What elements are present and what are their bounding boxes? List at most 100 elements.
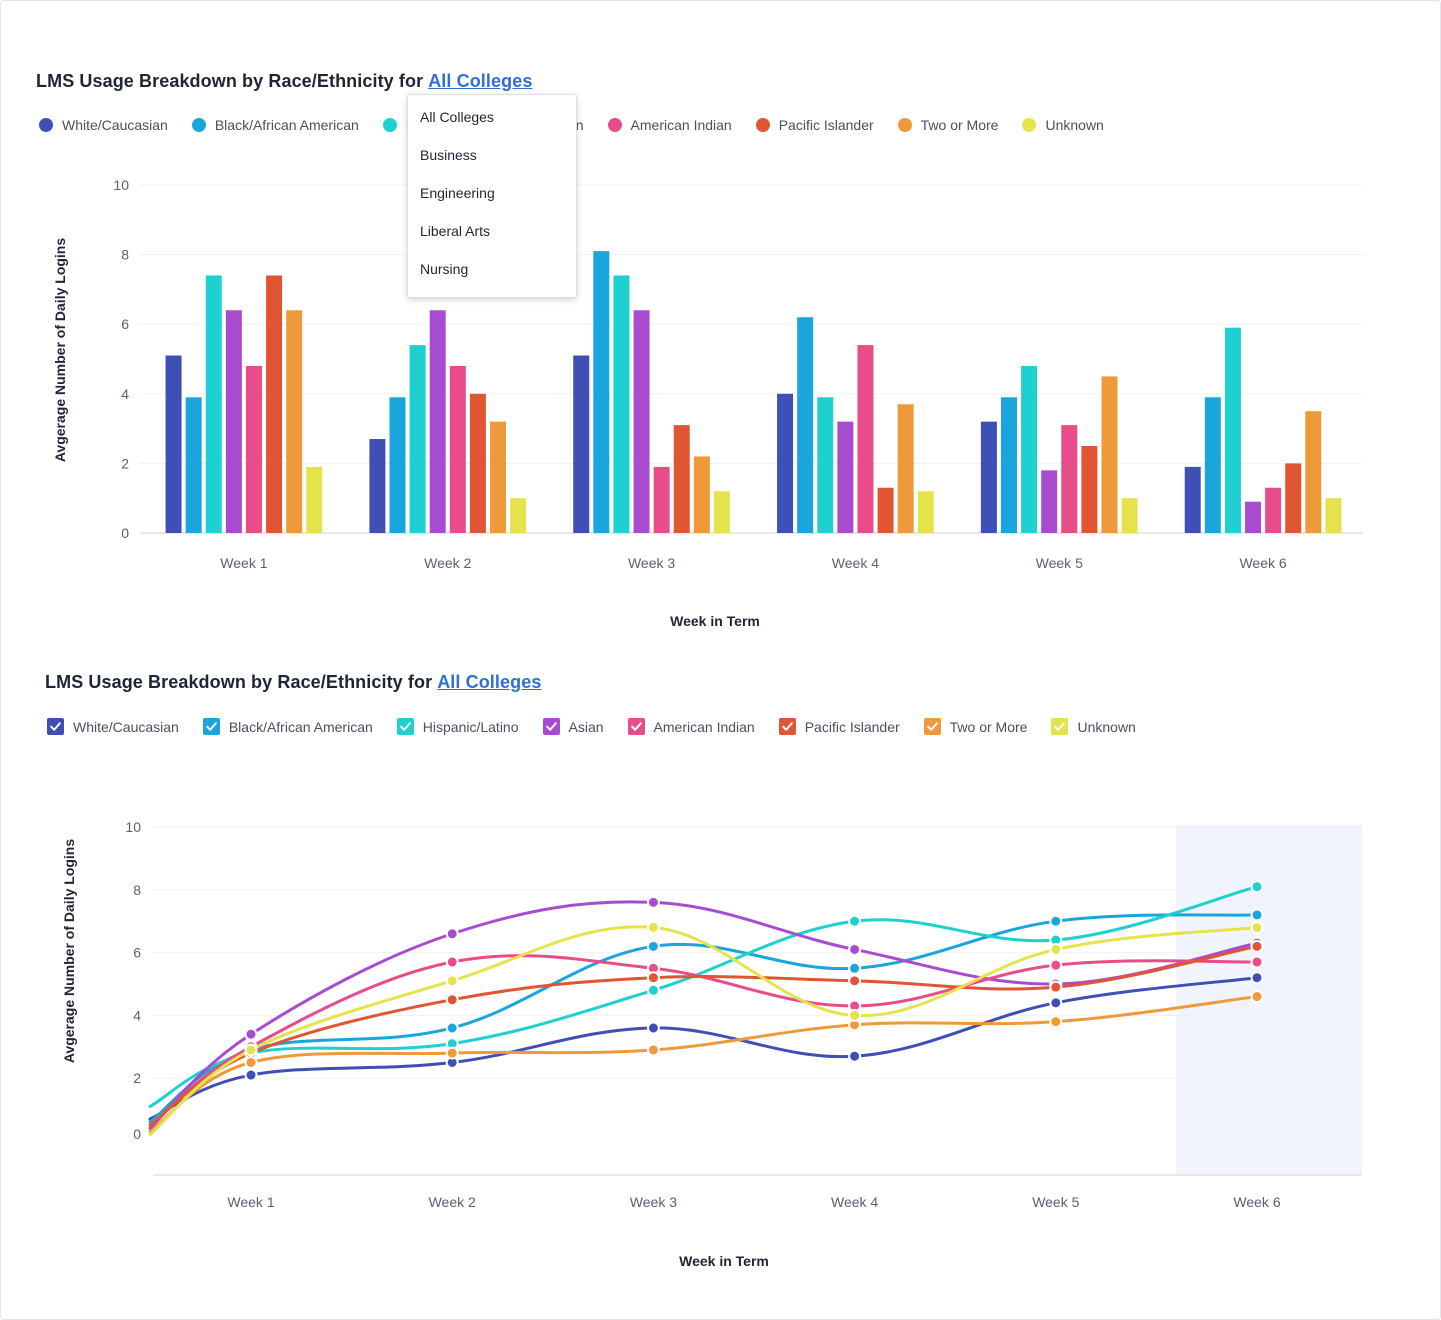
college-selector-link-2[interactable]: All Colleges [437,672,542,692]
checkbox-checked-icon[interactable] [778,718,796,735]
bar-american-indian-week-3[interactable] [653,466,670,533]
bar-white-caucasian-week-6[interactable] [1184,466,1201,533]
point-pacific-islander-week-3[interactable] [646,971,660,985]
point-two-or-more-week-1[interactable] [244,1056,258,1069]
point-black-african-american-week-6[interactable] [1250,908,1264,922]
bar-american-indian-week-1[interactable] [245,365,262,533]
bar-asian-week-4[interactable] [837,421,854,533]
point-american-indian-week-6[interactable] [1250,955,1264,969]
point-two-or-more-week-3[interactable] [646,1043,660,1057]
bar-american-indian-week-5[interactable] [1061,425,1078,533]
bar-hispanic-latino-week-3[interactable] [613,275,630,533]
checkbox-checked-icon[interactable] [396,718,414,735]
dropdown-option-business[interactable]: Business [420,147,477,163]
bar-american-indian-week-2[interactable] [449,365,466,533]
point-hispanic-latino-week-6[interactable] [1250,880,1264,894]
point-white-caucasian-week-5[interactable] [1049,996,1063,1010]
bar-american-indian-week-4[interactable] [857,345,874,533]
point-asian-week-2[interactable] [445,927,459,941]
legend-item-white-caucasian[interactable]: White/Caucasian [39,117,168,133]
legend-item-american-indian[interactable]: American Indian [607,117,732,133]
point-hispanic-latino-week-3[interactable] [646,983,660,997]
bar-pacific-islander-week-4[interactable] [877,487,894,533]
point-black-african-american-week-4[interactable] [848,961,862,975]
bar-white-caucasian-week-4[interactable] [777,393,794,533]
point-pacific-islander-week-2[interactable] [445,993,459,1007]
bar-pacific-islander-week-3[interactable] [673,425,690,533]
bar-pacific-islander-week-6[interactable] [1285,463,1302,533]
bar-hispanic-latino-week-5[interactable] [1021,365,1038,533]
bar-hispanic-latino-week-4[interactable] [817,397,834,533]
bar-two-or-more-week-6[interactable] [1305,411,1322,533]
bar-two-or-more-week-5[interactable] [1101,376,1118,533]
bar-two-or-more-week-2[interactable] [490,421,506,533]
point-black-african-american-week-3[interactable] [646,939,660,953]
bar-hispanic-latino-week-1[interactable] [205,275,222,533]
bar-white-caucasian-week-2[interactable] [369,439,386,533]
legend-item-unknown[interactable]: Unknown [1022,117,1104,133]
bar-black-african-american-week-4[interactable] [797,317,814,533]
bar-black-african-american-week-3[interactable] [593,251,610,533]
legend-toggle-asian[interactable]: Asian [542,718,604,735]
legend-toggle-two-or-more[interactable]: Two or More [923,718,1027,735]
bar-two-or-more-week-3[interactable] [693,456,710,533]
legend-toggle-hispanic-latino[interactable]: Hispanic/Latino [396,718,519,735]
bar-unknown-week-2[interactable] [510,498,527,533]
point-white-caucasian-week-4[interactable] [848,1049,862,1063]
checkbox-checked-icon[interactable] [47,718,64,735]
bar-black-african-american-week-1[interactable] [185,397,202,533]
bar-black-african-american-week-2[interactable] [389,397,406,533]
bar-hispanic-latino-week-6[interactable] [1224,327,1241,533]
point-unknown-week-3[interactable] [646,920,660,934]
point-unknown-week-1[interactable] [244,1043,258,1057]
point-pacific-islander-week-4[interactable] [848,974,862,988]
checkbox-checked-icon[interactable] [1051,718,1069,735]
dropdown-option-engineering[interactable]: Engineering [420,185,495,201]
bar-hispanic-latino-week-2[interactable] [409,345,426,533]
point-asian-week-4[interactable] [848,942,862,956]
legend-toggle-american-indian[interactable]: American Indian [627,718,755,735]
bar-asian-week-2[interactable] [429,310,446,533]
point-asian-week-1[interactable] [244,1027,258,1041]
dropdown-option-liberal-arts[interactable]: Liberal Arts [420,223,491,239]
dropdown-option-nursing[interactable]: Nursing [420,261,469,277]
legend-item-pacific-islander[interactable]: Pacific Islander [755,117,874,133]
bar-unknown-week-6[interactable] [1325,498,1342,533]
checkbox-checked-icon[interactable] [202,718,220,735]
point-black-african-american-week-2[interactable] [445,1021,459,1035]
bar-pacific-islander-week-2[interactable] [469,393,486,533]
point-american-indian-week-5[interactable] [1049,958,1063,972]
point-hispanic-latino-week-4[interactable] [848,914,862,928]
point-two-or-more-week-6[interactable] [1250,990,1264,1004]
legend-toggle-unknown[interactable]: Unknown [1051,718,1136,735]
point-white-caucasian-week-1[interactable] [244,1068,258,1082]
bar-asian-week-1[interactable] [225,310,242,533]
point-white-caucasian-week-3[interactable] [646,1021,660,1035]
bar-two-or-more-week-4[interactable] [897,404,914,533]
point-white-caucasian-week-6[interactable] [1250,971,1264,985]
legend-item-black-african-american[interactable]: Black/African American [191,117,359,133]
bar-pacific-islander-week-1[interactable] [266,275,283,533]
bar-white-caucasian-week-1[interactable] [165,355,182,533]
point-unknown-week-5[interactable] [1049,942,1063,956]
bar-unknown-week-5[interactable] [1121,498,1138,533]
legend-item-two-or-more[interactable]: Two or More [897,117,998,133]
point-unknown-week-4[interactable] [848,1008,862,1022]
bar-american-indian-week-6[interactable] [1265,487,1282,533]
bar-unknown-week-1[interactable] [306,466,323,533]
bar-black-african-american-week-6[interactable] [1204,397,1221,533]
bar-unknown-week-3[interactable] [713,491,730,533]
bar-white-caucasian-week-5[interactable] [980,421,997,533]
point-unknown-week-6[interactable] [1250,920,1264,934]
checkbox-checked-icon[interactable] [542,718,560,735]
bar-asian-week-5[interactable] [1041,470,1058,533]
checkbox-checked-icon[interactable] [923,718,941,735]
bar-asian-week-3[interactable] [633,310,650,533]
point-unknown-week-2[interactable] [445,974,459,988]
point-two-or-more-week-2[interactable] [445,1046,459,1060]
point-american-indian-week-2[interactable] [445,955,459,969]
point-two-or-more-week-5[interactable] [1049,1015,1063,1029]
bar-black-african-american-week-5[interactable] [1001,397,1017,533]
bar-pacific-islander-week-5[interactable] [1081,446,1098,533]
bar-white-caucasian-week-3[interactable] [573,355,590,533]
